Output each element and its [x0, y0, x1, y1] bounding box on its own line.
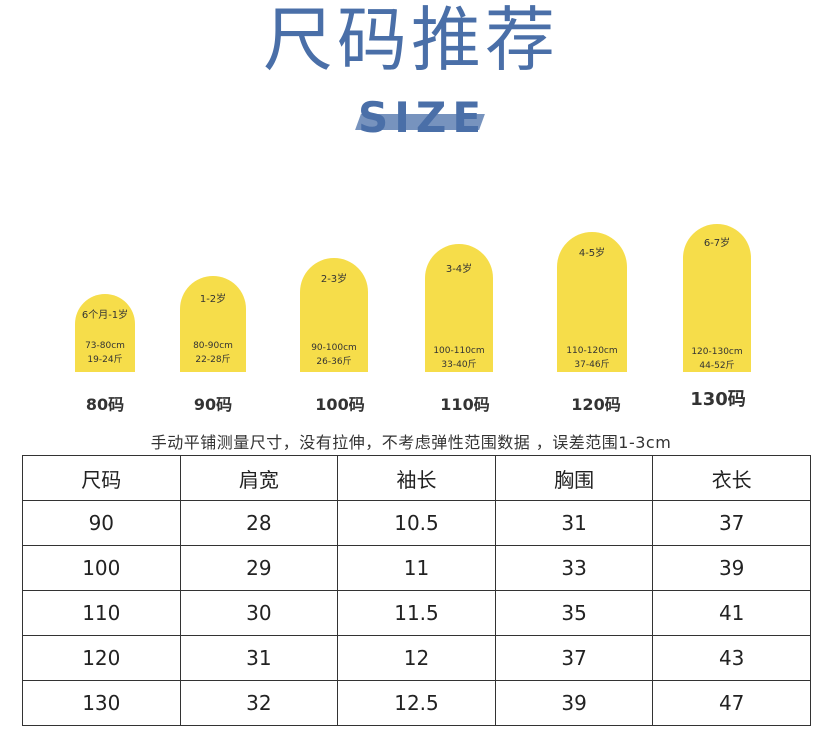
measurement-note: 手动平铺测量尺寸，没有拉伸，不考虑弹性范围数据 ，误差范围1-3cm	[150, 433, 672, 452]
table-cell: 31	[179, 635, 339, 681]
table-row: 100 29 11 33 39	[22, 545, 811, 591]
table-cell: 43	[652, 635, 811, 681]
size-label: 110码	[440, 395, 490, 414]
size-label: 90码	[193, 395, 233, 414]
table-cell: 12.5	[337, 680, 496, 726]
size-card: 4-5岁 110-120cm 37-46斤	[557, 232, 627, 372]
column-header: 肩宽	[179, 455, 339, 501]
card-height: 100-110cm	[433, 346, 485, 356]
table-cell: 28	[179, 500, 339, 546]
table-cell: 30	[179, 590, 339, 636]
card-height: 80-90cm	[193, 341, 233, 351]
table-cell: 37	[494, 635, 654, 681]
size-card: 6-7岁 120-130cm 44-52斤	[683, 224, 751, 372]
table-cell: 11	[337, 545, 496, 591]
table-cell: 32	[179, 680, 339, 726]
table-cell: 29	[179, 545, 339, 591]
table-cell: 120	[22, 635, 181, 681]
card-age: 6个月-1岁	[81, 310, 129, 321]
card-age: 4-5岁	[578, 248, 606, 259]
table-cell: 10.5	[337, 500, 496, 546]
column-header: 袖长	[337, 455, 496, 501]
card-age: 1-2岁	[199, 294, 227, 305]
column-header: 胸围	[494, 455, 654, 501]
table-cell: 35	[494, 590, 654, 636]
card-height: 90-100cm	[311, 343, 357, 353]
table-cell: 39	[652, 545, 811, 591]
table-cell: 110	[22, 590, 181, 636]
size-label: 130码	[690, 389, 746, 410]
card-age: 2-3岁	[320, 274, 348, 285]
table-cell: 31	[494, 500, 654, 546]
card-age: 3-4岁	[445, 264, 473, 275]
size-table: 尺码 肩宽 袖长 胸围 衣长 90 28 10.5 31 37 100 29 1…	[22, 455, 811, 726]
page-title: 尺码推荐	[263, 0, 559, 81]
size-card: 1-2岁 80-90cm 22-28斤	[180, 276, 246, 372]
column-header: 尺码	[22, 455, 181, 501]
table-cell: 90	[22, 500, 181, 546]
table-cell: 12	[337, 635, 496, 681]
size-card: 3-4岁 100-110cm 33-40斤	[425, 244, 493, 372]
table-cell: 47	[652, 680, 811, 726]
table-row: 130 32 12.5 39 47	[22, 680, 811, 726]
size-heading: SIZE	[355, 92, 488, 144]
size-subtitle: SIZE	[358, 93, 488, 142]
table-row: 90 28 10.5 31 37	[22, 500, 811, 546]
size-card: 6个月-1岁 73-80cm 19-24斤	[75, 294, 135, 372]
card-weight: 19-24斤	[87, 355, 123, 365]
card-weight: 44-52斤	[699, 361, 735, 371]
column-header: 衣长	[652, 455, 811, 501]
card-weight: 26-36斤	[316, 357, 352, 367]
table-row: 110 30 11.5 35 41	[22, 590, 811, 636]
card-height: 110-120cm	[566, 346, 618, 356]
table-cell: 11.5	[337, 590, 496, 636]
size-card: 2-3岁 90-100cm 26-36斤	[300, 258, 368, 372]
card-height: 120-130cm	[691, 347, 743, 357]
card-age: 6-7岁	[703, 238, 731, 249]
size-label: 100码	[315, 395, 365, 414]
table-header-row: 尺码 肩宽 袖长 胸围 衣长	[22, 455, 811, 501]
table-cell: 39	[494, 680, 654, 726]
card-weight: 22-28斤	[195, 355, 231, 365]
table-cell: 41	[652, 590, 811, 636]
table-cell: 37	[652, 500, 811, 546]
table-cell: 33	[494, 545, 654, 591]
card-height: 73-80cm	[85, 341, 125, 351]
table-cell: 100	[22, 545, 181, 591]
table-cell: 130	[22, 680, 181, 726]
size-label: 80码	[85, 395, 125, 414]
card-weight: 37-46斤	[574, 360, 610, 370]
size-label: 120码	[571, 395, 621, 414]
table-row: 120 31 12 37 43	[22, 635, 811, 681]
card-weight: 33-40斤	[441, 360, 477, 370]
